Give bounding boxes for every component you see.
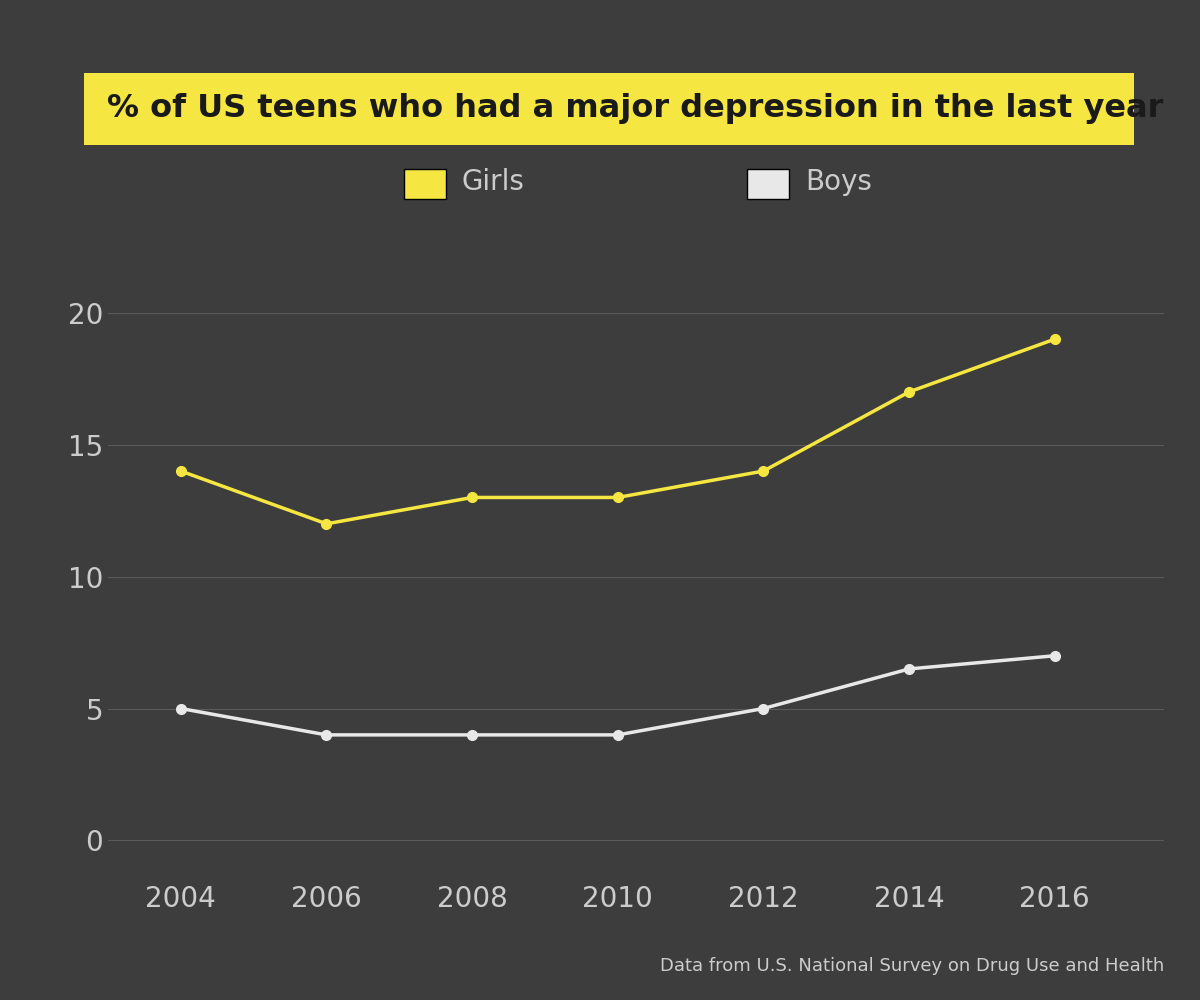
FancyBboxPatch shape [403,169,446,199]
Text: Girls: Girls [462,168,524,196]
FancyBboxPatch shape [746,169,790,199]
Text: Data from U.S. National Survey on Drug Use and Health: Data from U.S. National Survey on Drug U… [660,957,1164,975]
Text: % of US teens who had a major depression in the last year: % of US teens who had a major depression… [107,94,1164,124]
Text: Boys: Boys [805,168,872,196]
